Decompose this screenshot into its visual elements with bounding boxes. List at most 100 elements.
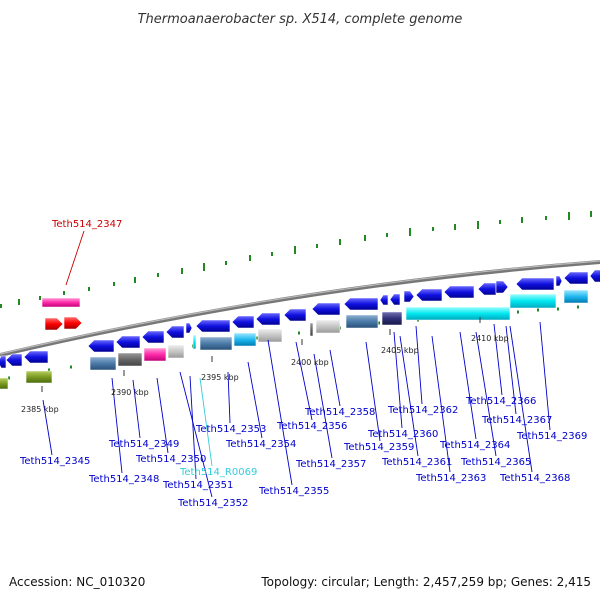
feature-light[interactable]	[315, 319, 341, 334]
feature-teth514-r0069[interactable]	[192, 334, 197, 350]
leader-line	[415, 325, 423, 405]
gene-label-teth514-2364[interactable]: Teth514_2364	[439, 440, 510, 451]
gc-tick	[316, 244, 318, 248]
gene-label-teth514-2352[interactable]: Teth514_2352	[177, 498, 248, 509]
feature-blue[interactable]	[415, 288, 443, 302]
gene-label-teth514-2347[interactable]: Teth514_2347	[51, 219, 122, 230]
feature-blue[interactable]	[403, 290, 415, 303]
gene-label-teth514-2348[interactable]: Teth514_2348	[88, 474, 159, 485]
gene-label-teth514-2353[interactable]: Teth514_2353	[195, 424, 266, 435]
feature-blue[interactable]	[563, 271, 589, 285]
feature-sky[interactable]	[563, 289, 589, 304]
gc-tick	[386, 233, 388, 237]
gene-label-teth514-2366[interactable]: Teth514_2366	[465, 396, 536, 407]
feature-steel[interactable]	[89, 356, 117, 371]
leader-line	[111, 377, 123, 474]
gene-label-teth514-2357[interactable]: Teth514_2357	[295, 459, 366, 470]
feature-blue[interactable]	[283, 308, 307, 322]
gene-label-teth514-2351[interactable]: Teth514_2351	[162, 480, 233, 491]
feature-teth514-2347-upper[interactable]	[41, 297, 81, 308]
leader-line	[459, 331, 477, 440]
gene-label-teth514-2367[interactable]: Teth514_2367	[481, 415, 552, 426]
feature-blue[interactable]	[185, 322, 193, 334]
leader-line	[156, 377, 169, 454]
feature-gray[interactable]	[309, 322, 314, 337]
feature-blue[interactable]	[589, 269, 600, 283]
gene-label-teth514-2368[interactable]: Teth514_2368	[499, 473, 570, 484]
feature-blue[interactable]	[5, 353, 23, 367]
gene-label-teth514-2349[interactable]: Teth514_2349	[108, 439, 179, 450]
feature-light[interactable]	[257, 328, 283, 343]
gc-tick	[409, 228, 411, 236]
gc-tick	[568, 212, 570, 220]
gene-label-teth514-2355[interactable]: Teth514_2355	[258, 486, 329, 497]
label-leaders	[42, 230, 551, 498]
feature-blue[interactable]	[343, 297, 379, 311]
feature-red-2[interactable]	[63, 316, 83, 330]
feature-blue[interactable]	[255, 312, 281, 326]
gene-label-teth514-2350[interactable]: Teth514_2350	[135, 454, 206, 465]
feature-blue[interactable]	[389, 293, 401, 306]
feature-gray[interactable]	[117, 352, 143, 367]
gc-tick	[378, 321, 380, 325]
feature-blue[interactable]	[379, 294, 389, 306]
gene-features	[0, 269, 600, 390]
feature-cyan-block[interactable]	[405, 306, 511, 321]
gc-tick	[225, 261, 227, 265]
feature-blue[interactable]	[23, 350, 49, 364]
leader-line	[65, 230, 85, 286]
kbp-label: 2410 kbp	[471, 334, 509, 343]
leader-line	[505, 325, 517, 415]
feature-blue[interactable]	[115, 335, 141, 349]
gc-tick	[298, 331, 300, 335]
feature-teth514-2347[interactable]	[44, 317, 64, 331]
gene-label-teth514-2362[interactable]: Teth514_2362	[387, 405, 458, 416]
gene-label-teth514-2354[interactable]: Teth514_2354	[225, 439, 296, 450]
leader-line	[475, 331, 497, 457]
gene-label-teth514-2356[interactable]: Teth514_2356	[276, 421, 347, 432]
gene-label-teth514-2359[interactable]: Teth514_2359	[343, 442, 414, 453]
feature-blue[interactable]	[495, 280, 509, 294]
leader-line	[313, 353, 333, 459]
feature-blue[interactable]	[0, 355, 7, 369]
feature-blue[interactable]	[87, 339, 115, 353]
gc-tick	[432, 227, 434, 231]
feature-blue[interactable]	[515, 277, 555, 291]
gene-label-teth514-2345[interactable]: Teth514_2345	[19, 456, 90, 467]
gene-label-teth514-2369[interactable]: Teth514_2369	[516, 431, 587, 442]
kbp-label: 2395 kbp	[201, 373, 239, 382]
kbp-label: 2400 kbp	[291, 358, 329, 367]
gc-tick	[8, 376, 10, 380]
feature-blue[interactable]	[477, 282, 497, 296]
gene-label-teth514-2363[interactable]: Teth514_2363	[415, 473, 486, 484]
feature-blue[interactable]	[231, 315, 255, 329]
feature-blue[interactable]	[311, 302, 341, 316]
feature-pink[interactable]	[143, 347, 167, 362]
gene-label-teth514-2361[interactable]: Teth514_2361	[381, 457, 452, 468]
kbp-label: 2385 kbp	[21, 405, 59, 414]
feature-blue[interactable]	[443, 285, 475, 299]
feature-sky[interactable]	[233, 332, 257, 347]
gene-label-teth514-2358[interactable]: Teth514_2358	[304, 407, 375, 418]
feature-light[interactable]	[167, 344, 185, 359]
feature-blue[interactable]	[141, 330, 165, 344]
feature-cyan[interactable]	[509, 293, 557, 309]
feature-olive[interactable]	[0, 377, 9, 390]
gene-labels: Teth514_2347Teth514_2345Teth514_2348Teth…	[19, 219, 587, 509]
gc-tick	[364, 235, 366, 241]
gc-tick	[157, 273, 159, 277]
feature-steel[interactable]	[199, 336, 233, 351]
gc-tick	[113, 282, 115, 286]
feature-blue[interactable]	[165, 325, 185, 339]
feature-blue[interactable]	[195, 319, 231, 333]
gene-label-teth514-r0069[interactable]: Teth514_R0069	[179, 467, 257, 478]
topology-text: Topology: circular; Length: 2,457,259 bp…	[260, 575, 591, 589]
feature-blue[interactable]	[555, 275, 563, 287]
feature-navy[interactable]	[381, 311, 403, 326]
gene-label-teth514-2360[interactable]: Teth514_2360	[367, 429, 438, 440]
feature-steel[interactable]	[345, 314, 379, 329]
gc-tick	[0, 304, 2, 308]
feature-olive[interactable]	[25, 370, 53, 384]
leader-line	[399, 335, 419, 457]
gene-label-teth514-2365[interactable]: Teth514_2365	[460, 457, 531, 468]
